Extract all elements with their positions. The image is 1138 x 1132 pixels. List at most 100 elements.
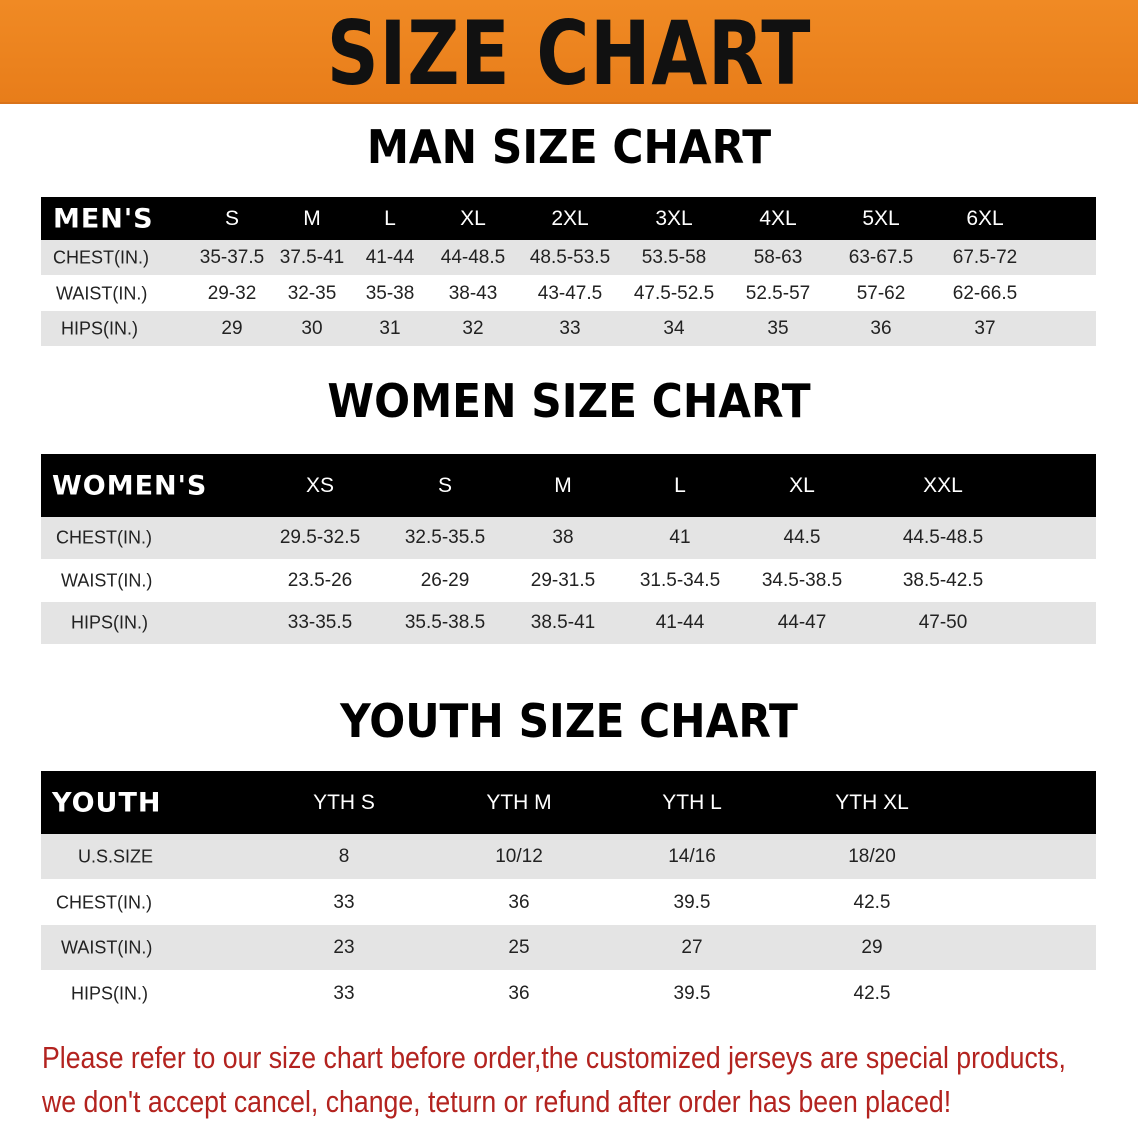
- table-row: CHEST(IN.) 35-37.5 37.5-41 41-44 44-48.5 48.5…: [41, 240, 1096, 275]
- table-cell: 36: [508, 982, 530, 1004]
- table-cell: 36: [508, 891, 530, 913]
- table-cell: 35.5-38.5: [404, 612, 486, 633]
- table-cell: 23.5-26: [287, 570, 353, 591]
- table-row: U.S.SIZE 8 10/12 14/16 18/20: [41, 834, 1096, 879]
- table-cell: 41: [669, 527, 691, 548]
- table-cell: 38.5-41: [530, 612, 596, 633]
- table-cell: 52.5-57: [745, 282, 811, 304]
- table-cell: 39.5: [673, 982, 711, 1004]
- row-label: HIPS(IN.): [71, 612, 149, 633]
- table-cell: 35: [767, 317, 789, 339]
- row-label: HIPS(IN.): [61, 318, 139, 338]
- column-header: L: [674, 473, 686, 497]
- table-cell: 18/20: [848, 845, 896, 867]
- table-cell: 29-32: [207, 282, 257, 304]
- men-size-table: MEN'S S M L XL 2XL 3XL 4XL 5XL 6XL CHEST(IN.) 35-37…: [41, 197, 1096, 346]
- table-cell: 42.5: [853, 891, 891, 913]
- order-notice: Please refer to our size chart before or…: [42, 1036, 1138, 1124]
- table-cell: 27: [681, 936, 703, 958]
- table-cell: 25: [508, 936, 530, 958]
- column-header: XL: [789, 473, 815, 497]
- table-cell: 41-44: [655, 612, 705, 633]
- table-header-row: YOUTH YTH S YTH M YTH L YTH XL: [41, 771, 1096, 834]
- table-cell: 63-67.5: [848, 246, 914, 268]
- table-cell: 44-47: [777, 612, 827, 633]
- table-cell: 37: [974, 317, 996, 339]
- banner: SIZE CHART: [0, 0, 1138, 105]
- table-cell: 32: [462, 317, 484, 339]
- column-header: S: [437, 473, 453, 497]
- table-row: CHEST(IN.) 33 36 39.5 42.5: [41, 880, 1096, 925]
- women-section-title: WOMEN SIZE CHART: [327, 374, 811, 428]
- column-header: XL: [460, 206, 486, 230]
- table-cell: 31.5-34.5: [639, 570, 721, 591]
- column-header: YTH M: [486, 790, 552, 814]
- table-cell: 57-62: [856, 282, 906, 304]
- column-header: YTH XL: [835, 790, 909, 814]
- table-cell: 30: [301, 317, 323, 339]
- table-cell: 32-35: [287, 282, 337, 304]
- table-cell: 44-48.5: [440, 246, 506, 268]
- row-label: CHEST(IN.): [56, 527, 152, 548]
- table-corner-label: MEN'S: [53, 203, 154, 234]
- table-cell: 32.5-35.5: [404, 527, 486, 548]
- table-cell: 35-37.5: [199, 246, 265, 268]
- table-cell: 29.5-32.5: [279, 527, 361, 548]
- table-cell: 41-44: [365, 246, 415, 268]
- men-section-title: MAN SIZE CHART: [366, 120, 772, 174]
- table-header-row: MEN'S S M L XL 2XL 3XL 4XL 5XL 6XL: [41, 197, 1096, 240]
- banner-title: SIZE CHART: [326, 2, 812, 105]
- table-cell: 23: [333, 936, 355, 958]
- youth-size-table: YOUTH YTH S YTH M YTH L YTH XL U.S.SIZE 8 10/12…: [41, 771, 1096, 1016]
- column-header: XS: [305, 473, 335, 497]
- table-cell: 14/16: [668, 845, 716, 867]
- row-label: CHEST(IN.): [56, 892, 152, 912]
- table-corner-label: YOUTH: [52, 787, 162, 818]
- column-header: 2XL: [551, 206, 589, 230]
- table-cell: 8: [338, 845, 350, 867]
- table-cell: 47.5-52.5: [633, 282, 715, 304]
- table-cell: 48.5-53.5: [529, 246, 611, 268]
- table-cell: 44.5: [783, 527, 821, 548]
- table-cell: 33: [333, 891, 355, 913]
- column-header: 6XL: [966, 206, 1004, 230]
- column-header: YTH L: [662, 790, 722, 814]
- notice-line-1: Please refer to our size chart before or…: [42, 1040, 1066, 1075]
- table-cell: 44.5-48.5: [902, 527, 984, 548]
- column-header: 3XL: [655, 206, 693, 230]
- table-row: HIPS(IN.) 29 30 31 32 33 34 35 36 37: [41, 311, 1096, 346]
- column-header: S: [224, 206, 240, 230]
- table-cell: 43-47.5: [537, 282, 603, 304]
- table-cell: 62-66.5: [952, 282, 1018, 304]
- table-cell: 36: [870, 317, 892, 339]
- table-row: WAIST(IN.) 23 25 27 29: [41, 925, 1096, 970]
- table-cell: 31: [379, 317, 401, 339]
- table-cell: 33-35.5: [287, 612, 353, 633]
- column-header: YTH S: [313, 790, 375, 814]
- table-header-row: WOMEN'S XS S M L XL XXL: [41, 454, 1096, 517]
- table-cell: 29: [221, 317, 243, 339]
- table-row: WAIST(IN.) 29-32 32-35 35-38 38-43 43-47.5 47.…: [41, 276, 1096, 311]
- row-label: WAIST(IN.): [61, 570, 153, 591]
- row-label: U.S.SIZE: [78, 846, 154, 866]
- table-row: HIPS(IN.) 33 36 39.5 42.5: [41, 971, 1096, 1016]
- table-row: HIPS(IN.) 33-35.5 35.5-38.5 38.5-41 41-44 44-…: [41, 602, 1096, 644]
- row-label: HIPS(IN.): [71, 983, 149, 1003]
- table-cell: 29-31.5: [530, 570, 596, 591]
- table-cell: 39.5: [673, 891, 711, 913]
- table-cell: 67.5-72: [952, 246, 1018, 268]
- table-cell: 37.5-41: [279, 246, 345, 268]
- column-header: 4XL: [759, 206, 797, 230]
- column-header: 5XL: [862, 206, 900, 230]
- table-cell: 58-63: [753, 246, 803, 268]
- row-label: WAIST(IN.): [56, 283, 148, 303]
- women-size-table: WOMEN'S XS S M L XL XXL CHEST(IN.) 29.5-32.5 32.5…: [41, 454, 1096, 644]
- table-cell: 38-43: [448, 282, 498, 304]
- table-cell: 33: [559, 317, 581, 339]
- table-cell: 35-38: [365, 282, 415, 304]
- column-header: XXL: [923, 473, 963, 497]
- table-cell: 47-50: [918, 612, 968, 633]
- table-row: CHEST(IN.) 29.5-32.5 32.5-35.5 38 41 44.5 44.5…: [41, 517, 1096, 559]
- table-row: WAIST(IN.) 23.5-26 26-29 29-31.5 31.5-34.5 34…: [41, 560, 1096, 602]
- table-cell: 53.5-58: [641, 246, 707, 268]
